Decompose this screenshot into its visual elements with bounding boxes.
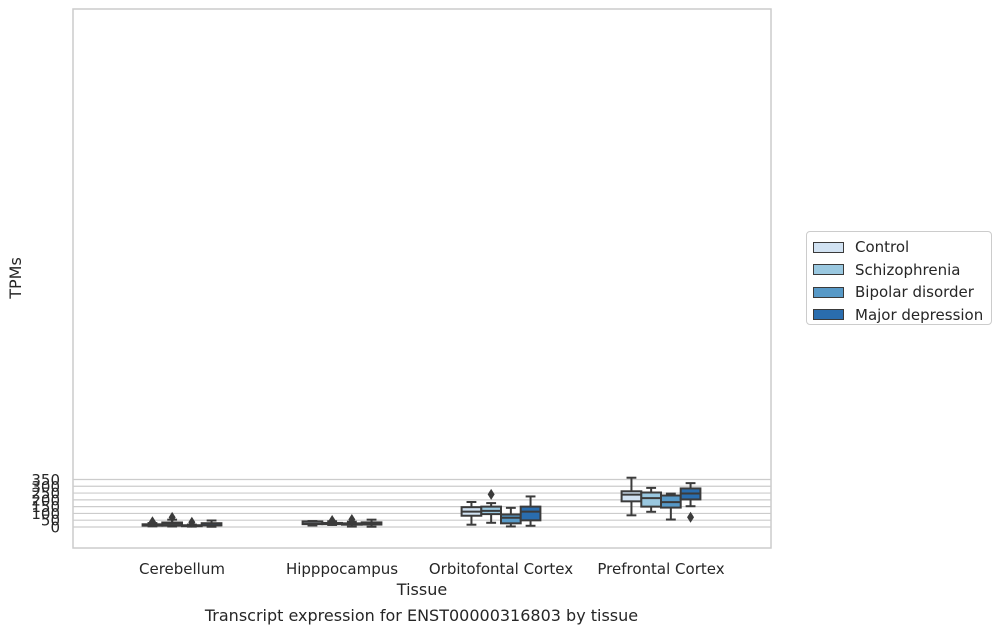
box [620, 490, 643, 503]
x-tick-label: Orbitofontal Cortex [429, 560, 573, 578]
y-tick-label: 50 [41, 512, 60, 530]
box [519, 505, 542, 522]
x-tick-label: Hipppocampus [286, 560, 398, 578]
box-group-orbitofontal-cortex [460, 488, 542, 528]
x-tick-label: Cerebellum [139, 560, 225, 578]
outlier-point [328, 514, 336, 526]
legend-item: Schizophrenia [813, 259, 991, 282]
y-tick-label: 350 [31, 471, 60, 489]
outlier-point [487, 488, 495, 500]
outlier-point [348, 514, 356, 526]
legend-swatch [813, 309, 844, 321]
y-tick-label: 300 [31, 478, 60, 496]
legend-item: Bipolar disorder [813, 281, 991, 304]
y-tick-label: 200 [31, 491, 60, 509]
figure-caption: Transcript expression for ENST0000031680… [204, 606, 639, 625]
box-group-cerebellum [141, 511, 223, 528]
legend: Control Schizophrenia Bipolar disorder Majo… [806, 231, 992, 325]
outlier-point [168, 511, 176, 523]
y-tick-label: 150 [31, 498, 60, 516]
outlier-point [188, 516, 196, 528]
legend-label: Control [855, 238, 910, 257]
legend-item: Control [813, 236, 991, 259]
legend-label: Major depression [855, 305, 984, 324]
legend-swatch [813, 286, 844, 298]
outlier-point [148, 516, 156, 528]
y-tick-label: 250 [31, 485, 60, 503]
y-tick-label: 100 [31, 505, 60, 523]
box-group-hipppocampus [301, 514, 383, 528]
box [640, 491, 662, 508]
legend-label: Schizophrenia [855, 260, 961, 279]
legend-swatch [813, 241, 844, 253]
x-tick-label: Prefrontal Cortex [597, 560, 724, 578]
x-axis-ticks: Cerebellum Hipppocampus Orbitofontal Corte… [139, 560, 725, 578]
legend-item: Major depression [813, 304, 991, 327]
x-axis-label: Tissue [396, 580, 447, 599]
plot-area-frame [72, 8, 772, 549]
y-tick-label: 0 [50, 519, 60, 537]
box [500, 513, 522, 525]
legend-swatch [813, 264, 844, 276]
box-group-prefrontal-cortex [620, 476, 702, 523]
y-axis-label: TPMs [6, 257, 25, 300]
box-groups [141, 476, 702, 528]
outlier-point [687, 511, 695, 523]
legend-label: Bipolar disorder [855, 283, 974, 302]
